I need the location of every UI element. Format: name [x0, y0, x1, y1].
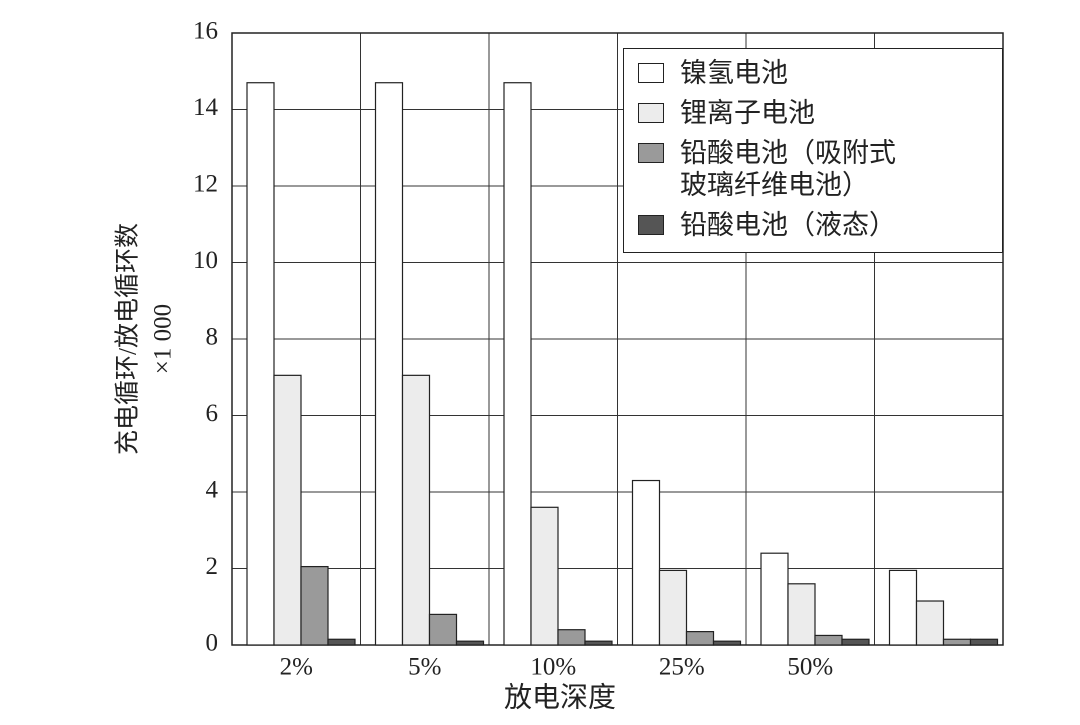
- bar: [969, 638, 999, 646]
- bar: [503, 82, 532, 646]
- bar: [631, 479, 661, 646]
- y-tick-label: 16: [193, 18, 218, 45]
- legend-swatch: [638, 103, 664, 123]
- bar: [841, 638, 870, 646]
- x-axis-label: 放电深度: [504, 681, 616, 713]
- bar: [327, 638, 356, 646]
- bar: [658, 569, 688, 646]
- y-tick-label: 14: [193, 94, 219, 121]
- bar: [530, 506, 559, 646]
- y-axis-unit: ×1 000: [150, 304, 177, 374]
- bar: [273, 374, 302, 646]
- legend-label: 镍氢电池: [680, 58, 788, 88]
- legend-label: 铅酸电池（吸附式玻璃纤维电池）: [680, 138, 896, 200]
- x-tick-label: 25%: [659, 654, 705, 681]
- bar: [942, 638, 972, 646]
- y-tick-label: 6: [206, 400, 219, 427]
- y-tick-label: 4: [206, 477, 219, 504]
- plot-frame: [231, 32, 1004, 646]
- bar: [814, 634, 843, 646]
- bar: [712, 640, 742, 646]
- bar: [915, 600, 945, 646]
- x-tick-label: 50%: [787, 654, 833, 681]
- legend-swatch: [638, 63, 664, 83]
- legend-item: 铅酸电池（液态）: [638, 209, 1002, 241]
- legend-label: 锂离子电池: [680, 98, 815, 128]
- legend-item: 锂离子电池: [638, 97, 1002, 129]
- x-tick-label: 5%: [408, 654, 441, 681]
- bar: [888, 569, 918, 646]
- bar: [428, 613, 458, 646]
- y-tick-label: 2: [206, 553, 219, 580]
- bar: [300, 565, 329, 646]
- y-tick-label: 0: [206, 630, 219, 657]
- y-tick-label: 10: [193, 247, 218, 274]
- bar: [246, 82, 275, 646]
- bar: [760, 552, 789, 646]
- y-tick-label: 12: [193, 171, 218, 198]
- x-tick-label: 10%: [530, 654, 576, 681]
- bar: [455, 640, 485, 646]
- legend-item: 镍氢电池: [638, 57, 1002, 89]
- bar: [374, 82, 404, 646]
- x-tick-label: 2%: [280, 654, 313, 681]
- bar: [584, 640, 613, 646]
- y-tick-label: 8: [206, 324, 219, 351]
- legend-item: 铅酸电池（吸附式玻璃纤维电池）: [638, 137, 1002, 201]
- bar: [557, 629, 586, 646]
- legend-label: 铅酸电池（液态）: [680, 210, 896, 240]
- legend-swatch: [638, 143, 664, 163]
- bar: [685, 631, 715, 646]
- legend: 镍氢电池锂离子电池铅酸电池（吸附式玻璃纤维电池） 铅酸电池（液态）: [623, 48, 1003, 253]
- y-axis-label: 充电循环/放电循环数: [114, 223, 142, 455]
- bar: [401, 374, 431, 646]
- bar: [787, 583, 816, 646]
- legend-swatch: [638, 215, 664, 235]
